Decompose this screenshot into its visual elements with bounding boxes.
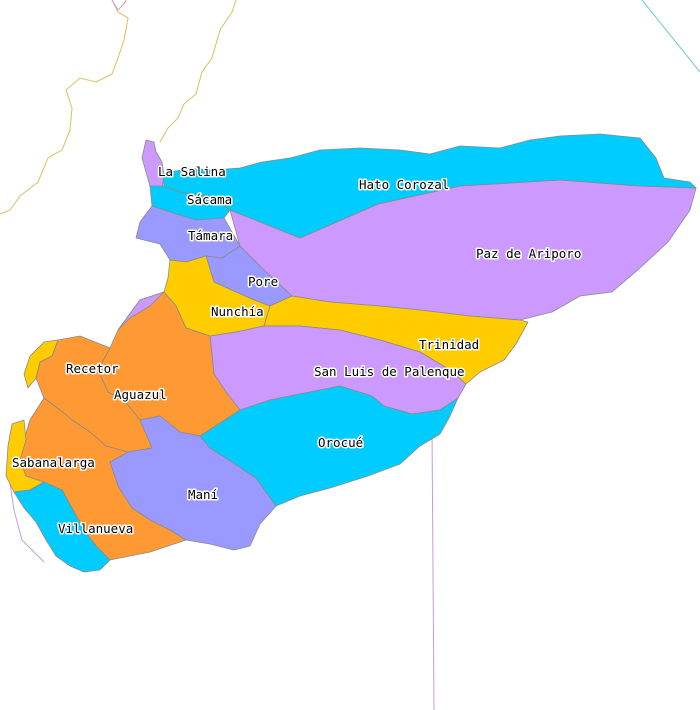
label-sabanalarga: Sabanalarga xyxy=(12,455,95,470)
label-villanueva: Villanueva xyxy=(58,521,133,536)
label-san-luis-de-palenque: San Luis de Palenque xyxy=(314,364,465,379)
international-border-east xyxy=(641,0,700,73)
neighbor-border-west xyxy=(0,0,129,215)
label-nunchia: Nunchía xyxy=(211,304,264,319)
label-hato-corozal: Hato Corozal xyxy=(359,177,449,192)
municipality-villanueva[interactable] xyxy=(13,481,111,573)
municipality-aguazul-east-lobe[interactable] xyxy=(117,291,165,331)
label-trinidad: Trinidad xyxy=(419,337,479,352)
neighbor-border-north xyxy=(159,0,237,143)
neighbor-border-southwest xyxy=(7,469,45,563)
label-sacama: Sácama xyxy=(187,192,232,207)
municipality-la-salina[interactable] xyxy=(141,139,165,189)
label-la-salina: La Salina xyxy=(158,164,226,179)
label-mani: Maní xyxy=(188,487,218,502)
label-recetor: Recetor xyxy=(66,361,119,376)
neighbor-border-south xyxy=(431,429,435,710)
label-paz-de-ariporo: Paz de Ariporo xyxy=(476,246,581,261)
label-pore: Pore xyxy=(248,274,278,289)
municipality-recetor-north-lobe[interactable] xyxy=(23,339,59,389)
label-tamara: Támara xyxy=(188,228,233,243)
label-orocue: Orocué xyxy=(318,435,363,450)
municipality-hato-corozal[interactable] xyxy=(161,133,697,239)
label-aguazul: Aguazul xyxy=(114,387,167,402)
neighbor-border-northwest xyxy=(111,0,127,11)
